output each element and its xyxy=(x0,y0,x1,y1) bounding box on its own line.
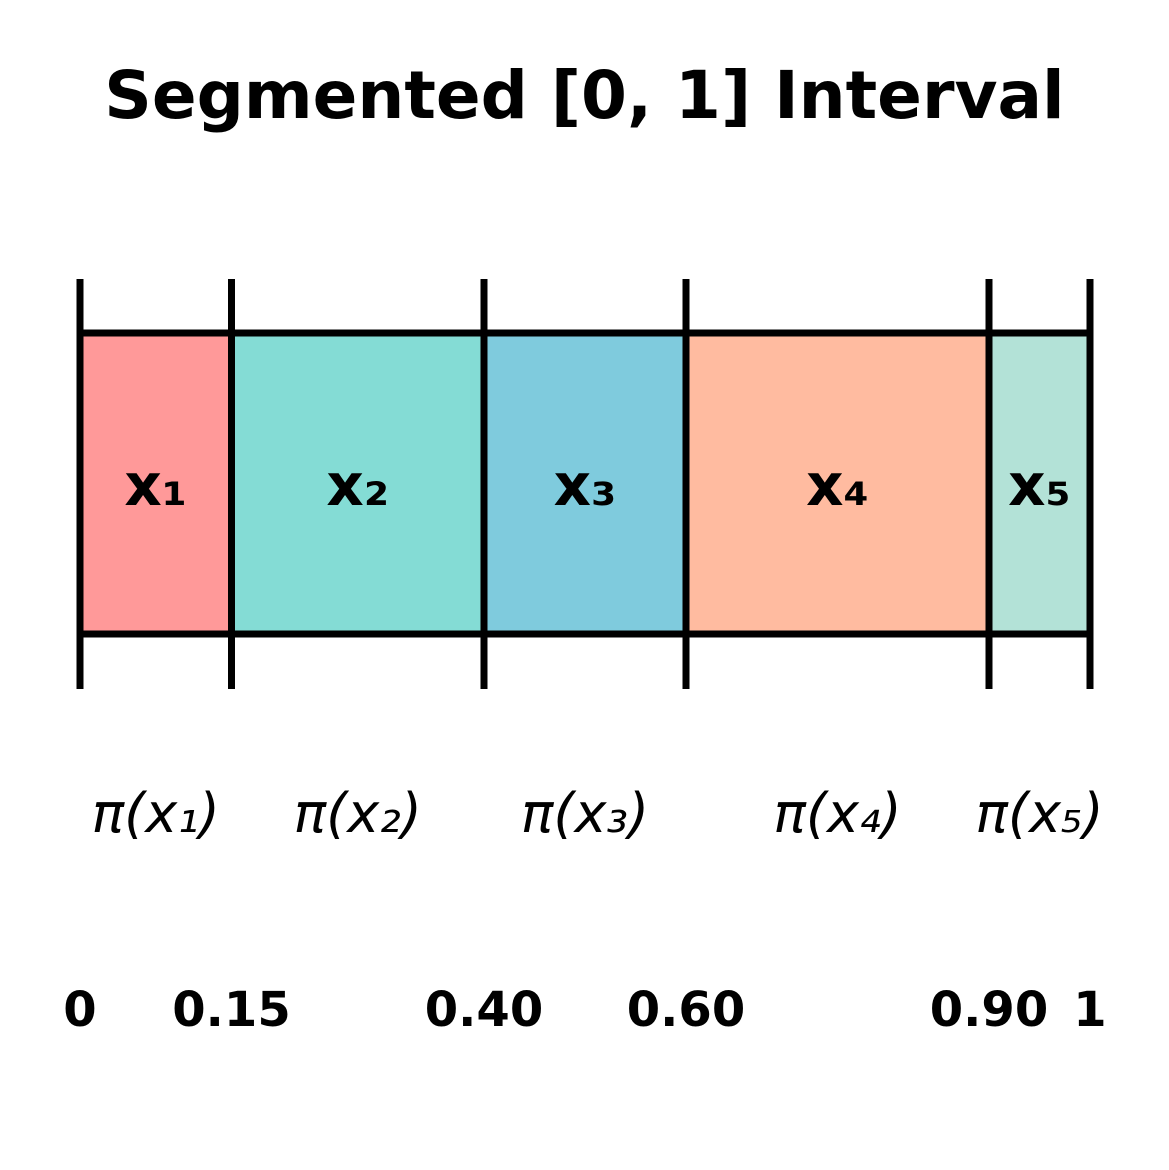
segment-label-5: x₅ xyxy=(1008,451,1071,519)
diagram-title: Segmented [0, 1] Interval xyxy=(104,57,1064,134)
boundary-label-2: 0.40 xyxy=(425,982,543,1038)
outline-layer xyxy=(76,279,1094,689)
boundary-label-4: 0.90 xyxy=(930,982,1048,1038)
probability-labels: π(x₁) π(x₂) π(x₃) π(x₄) π(x₅) xyxy=(92,782,1104,845)
segment-1: x₁ xyxy=(80,333,232,634)
boundary-label-3: 0.60 xyxy=(627,982,745,1038)
segment-fill-5 xyxy=(989,333,1090,634)
segment-2: x₂ xyxy=(231,333,484,634)
segment-label-3: x₃ xyxy=(554,451,617,519)
segment-label-2: x₂ xyxy=(326,451,389,519)
segment-4: x₄ xyxy=(686,333,989,634)
segment-fill-3 xyxy=(484,333,686,634)
probability-label-3: π(x₃) xyxy=(521,782,649,845)
segment-3: x₃ xyxy=(484,333,686,634)
boundary-label-1: 0.15 xyxy=(172,982,290,1038)
boundary-label-0: 0 xyxy=(63,982,96,1038)
probability-label-5: π(x₅) xyxy=(975,782,1103,845)
segment-fill-4 xyxy=(686,333,989,634)
boundary-tick-labels: 0 0.15 0.40 0.60 0.90 1 xyxy=(63,982,1106,1038)
boundary-label-5: 1 xyxy=(1073,982,1106,1038)
probability-label-1: π(x₁) xyxy=(92,782,220,845)
segment-5: x₅ xyxy=(989,333,1090,634)
segment-label-4: x₄ xyxy=(806,451,869,519)
probability-label-2: π(x₂) xyxy=(294,782,422,845)
segment-fill-1 xyxy=(80,333,232,634)
probability-label-4: π(x₄) xyxy=(773,782,901,845)
segment-fill-2 xyxy=(231,333,484,634)
segment-label-1: x₁ xyxy=(124,451,187,519)
segments-layer: x₁ x₂ x₃ x₄ x₅ xyxy=(80,333,1090,634)
